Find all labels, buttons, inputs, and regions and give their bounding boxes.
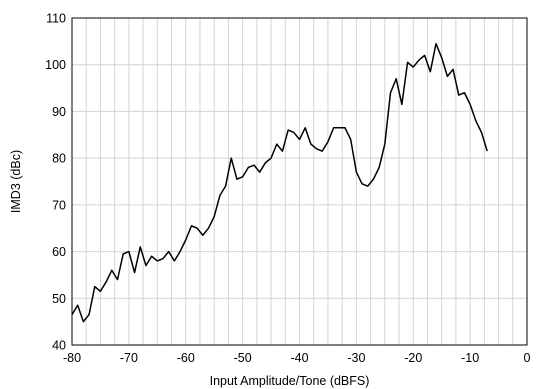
plot-frame — [71, 17, 528, 346]
y-tick-label: 110 — [46, 12, 66, 26]
x-axis-label: Input Amplitude/Tone (dBFS) — [210, 374, 370, 388]
x-axis-tick-labels: -80 -70 -60 -50 -40 -30 -20 -10 0 — [63, 351, 531, 365]
x-tick-label: -20 — [404, 351, 422, 365]
y-tick-label: 50 — [52, 292, 66, 306]
x-tick-label: -30 — [347, 351, 365, 365]
major-gridlines — [71, 17, 528, 346]
x-tick-label: -60 — [177, 351, 195, 365]
y-tick-label: 60 — [52, 245, 66, 259]
y-axis-label: IMD3 (dBc) — [9, 150, 23, 213]
x-tick-label: 0 — [524, 351, 531, 365]
y-tick-label: 80 — [52, 152, 66, 166]
x-tick-label: -80 — [63, 351, 81, 365]
imd3-series-line — [71, 42, 488, 323]
x-tick-label: -70 — [120, 351, 138, 365]
minor-gridlines — [85, 18, 514, 345]
x-tick-label: -50 — [234, 351, 252, 365]
y-tick-label: 90 — [52, 105, 66, 119]
y-axis-tick-labels: 40 50 60 70 80 90 100 110 — [45, 12, 66, 353]
y-tick-label: 40 — [52, 339, 66, 353]
x-tick-label: -40 — [290, 351, 308, 365]
y-tick-label: 100 — [45, 58, 66, 72]
x-tick-label: -10 — [461, 351, 479, 365]
y-tick-label: 70 — [52, 198, 66, 212]
